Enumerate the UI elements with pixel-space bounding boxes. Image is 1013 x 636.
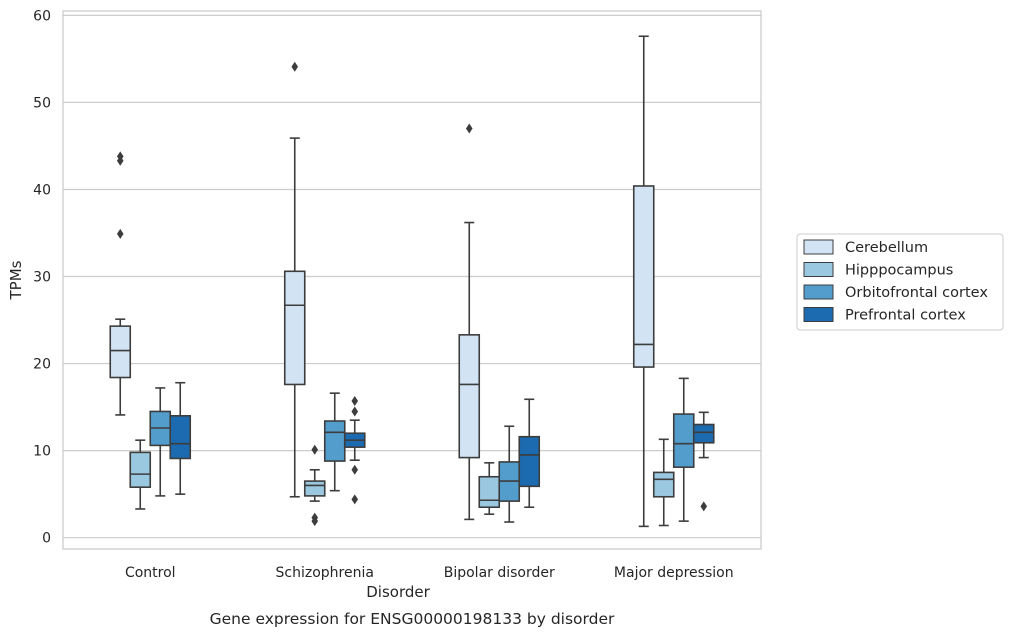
outlier-point (351, 494, 359, 505)
box-3-0 (632, 35, 655, 528)
outlier-point (291, 61, 299, 72)
legend: Cerebellum Hipppocampus Orbitofrontal cort… (796, 233, 1004, 331)
box-0-0 (109, 151, 132, 416)
outlier-point (351, 396, 359, 407)
legend-label: Orbitofrontal cortex (845, 285, 988, 301)
box-0-2 (149, 387, 172, 497)
box-3-2 (672, 377, 695, 522)
box-3-1 (652, 438, 675, 527)
legend-label: Hipppocampus (845, 263, 953, 279)
box-iqr (518, 435, 541, 488)
box-0-3 (169, 381, 192, 495)
outlier-point (116, 228, 124, 239)
box-iqr (303, 480, 326, 497)
x-tick-labels: Control Schizophrenia Bipolar disorder Majo… (125, 565, 734, 581)
box-iqr (283, 270, 306, 386)
y-tick-label: 20 (33, 357, 51, 373)
outlier-point (700, 501, 708, 512)
legend-swatch (803, 307, 834, 322)
x-tick-label: Control (125, 565, 176, 581)
box-iqr (458, 334, 481, 459)
x-tick-label: Schizophrenia (276, 565, 374, 581)
box-2-1 (478, 462, 501, 515)
box-0-1 (129, 439, 152, 510)
legend-item: Orbitofrontal cortex (803, 284, 988, 301)
y-tick-label: 30 (33, 270, 51, 286)
legend-label: Prefrontal cortex (845, 308, 966, 324)
y-tick-label: 10 (33, 444, 51, 460)
y-tick-labels: 0 10 20 30 40 50 60 (33, 8, 51, 546)
outlier-point (311, 444, 319, 455)
legend-item: Cerebellum (803, 239, 928, 256)
y-axis-title: TPMs (7, 260, 25, 300)
legend-swatch (803, 284, 834, 300)
box-iqr (652, 471, 675, 498)
y-tick-label: 0 (42, 531, 51, 547)
box-iqr (692, 423, 715, 444)
box-iqr (109, 325, 132, 379)
x-tick-label: Major depression (614, 565, 734, 581)
chart-caption: Gene expression for ENSG00000198133 by d… (210, 610, 615, 628)
y-tick-label: 50 (33, 95, 51, 111)
box-iqr (129, 451, 152, 488)
box-1-3 (343, 396, 366, 505)
legend-item: Hipppocampus (803, 262, 953, 279)
box-iqr (672, 413, 695, 468)
box-iqr (632, 185, 655, 368)
legend-swatch (803, 239, 834, 255)
y-tick-label: 40 (33, 182, 51, 198)
box-1-0 (283, 61, 306, 498)
box-iqr (169, 415, 192, 460)
box-2-3 (518, 398, 541, 509)
plot-frame (62, 10, 762, 550)
legend-label: Cerebellum (845, 240, 928, 256)
box-iqr (478, 475, 501, 509)
legend-frame (796, 233, 1004, 331)
box-2-0 (458, 123, 481, 521)
boxes-layer (109, 35, 715, 528)
outlier-point (116, 155, 124, 166)
box-2-2 (498, 425, 521, 523)
outlier-point (351, 406, 359, 417)
legend-swatch (803, 262, 834, 277)
outlier-point (311, 516, 319, 527)
y-tick-label: 60 (33, 8, 51, 24)
box-1-2 (323, 392, 346, 492)
box-1-1 (303, 444, 326, 527)
x-axis-title: Disorder (366, 583, 430, 601)
legend-item: Prefrontal cortex (803, 307, 966, 324)
box-3-3 (692, 411, 715, 512)
outlier-point (465, 123, 473, 134)
outlier-point (351, 464, 359, 475)
box-iqr (323, 420, 346, 462)
x-tick-label: Bipolar disorder (444, 565, 555, 581)
